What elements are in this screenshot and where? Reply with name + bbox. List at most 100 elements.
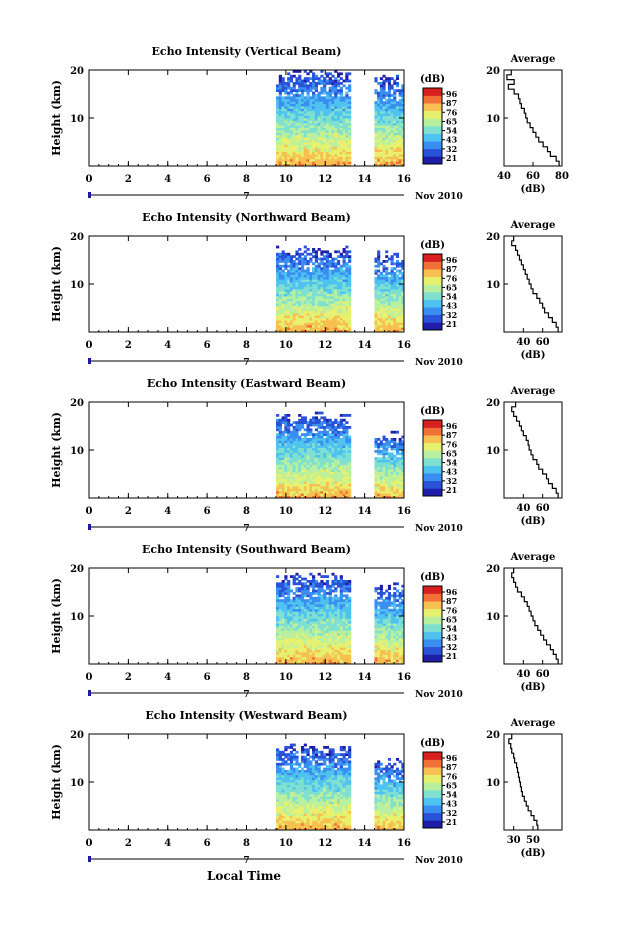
heatmap-cell — [303, 293, 307, 297]
heatmap-cell — [385, 113, 389, 116]
heatmap-cell — [289, 604, 294, 607]
heatmap-cell — [379, 77, 383, 80]
heatmap-cell — [276, 606, 280, 610]
heatmap-cell — [398, 132, 402, 136]
heatmap-cell — [348, 284, 352, 287]
heatmap-cell — [323, 320, 327, 323]
heatmap-cell — [284, 611, 288, 614]
heatmap-cell — [398, 308, 402, 311]
heatmap-cell — [348, 474, 352, 477]
heatmap-cell — [292, 86, 296, 90]
heatmap-cell — [278, 74, 282, 78]
heatmap-cell — [323, 288, 327, 292]
heatmap-cell — [289, 308, 294, 311]
heatmap-cell — [382, 303, 386, 306]
heatmap-cell — [278, 308, 282, 311]
heatmap-cell — [374, 103, 378, 107]
heatmap-cell — [377, 324, 381, 328]
x-tick-label: 8 — [243, 340, 250, 351]
heatmap-cell — [398, 442, 402, 446]
heatmap-cell — [345, 77, 349, 80]
heatmap-cell — [345, 103, 349, 107]
heatmap-cell — [325, 654, 330, 658]
heatmap-cell — [345, 476, 349, 480]
heatmap-cell — [339, 161, 343, 164]
heatmap-cell — [339, 327, 343, 330]
heatmap-cell — [284, 286, 288, 290]
heatmap-cell — [374, 293, 378, 297]
heatmap-cell — [379, 94, 383, 97]
heatmap-cell — [281, 601, 285, 605]
heatmap-cell — [325, 163, 330, 167]
heatmap-cell — [276, 98, 280, 102]
heatmap-cell — [314, 632, 318, 636]
heatmap-cell — [325, 255, 330, 258]
heatmap-cell — [345, 94, 349, 97]
heatmap-cell — [306, 613, 310, 617]
heatmap-cell — [317, 276, 321, 280]
heatmap-cell — [348, 156, 352, 160]
heatmap-cell — [289, 606, 294, 610]
heatmap-cell — [325, 486, 330, 489]
heatmap-cell — [328, 139, 332, 143]
heatmap-cell — [281, 469, 285, 472]
heatmap-cell — [284, 635, 288, 638]
heatmap-cell — [292, 606, 296, 610]
heatmap-cell — [298, 163, 302, 167]
heatmap-cell — [345, 245, 349, 249]
heatmap-cell — [306, 84, 310, 88]
heatmap-cell — [317, 433, 321, 436]
heatmap-cell — [314, 464, 318, 468]
heatmap-cell — [292, 599, 296, 602]
heatmap-cell — [278, 274, 282, 278]
heatmap-cell — [287, 110, 291, 114]
heatmap-cell — [398, 127, 402, 131]
heatmap-cell — [303, 144, 307, 148]
heatmap-cell — [312, 142, 316, 145]
heatmap-cell — [348, 296, 352, 299]
heatmap-cell — [334, 291, 338, 294]
heatmap-cell — [317, 293, 321, 297]
heatmap-cell — [339, 577, 343, 581]
heatmap-cell — [377, 158, 381, 162]
heatmap-cell — [342, 618, 346, 622]
heatmap-cell — [387, 327, 391, 330]
heatmap-cell — [289, 298, 294, 302]
heatmap-cell — [276, 604, 280, 607]
heatmap-cell — [314, 416, 318, 420]
heatmap-cell — [328, 466, 332, 470]
heatmap-cell — [336, 303, 341, 306]
heatmap-cell — [393, 315, 397, 318]
heatmap-cell — [331, 604, 335, 607]
heatmap-cell — [323, 454, 327, 458]
heatmap-cell — [317, 476, 321, 480]
heatmap-cell — [379, 493, 383, 496]
heatmap-cell — [323, 438, 327, 441]
x-tick-label: 14 — [358, 174, 372, 185]
heatmap-cell — [377, 108, 381, 112]
heatmap-cell — [309, 281, 313, 285]
heatmap-cell — [382, 139, 386, 143]
heatmap-cell — [374, 466, 378, 470]
heatmap-cell — [287, 469, 291, 472]
heatmap-cell — [281, 478, 285, 482]
heatmap-cell — [295, 279, 299, 282]
heatmap-cell — [309, 462, 313, 465]
heatmap-cell — [325, 442, 330, 446]
heatmap-cell — [314, 628, 318, 631]
profile-x-axis-label: (dB) — [521, 350, 546, 361]
heatmap-cell — [289, 151, 294, 155]
heatmap-cell — [320, 134, 324, 138]
x-tick-label: 6 — [204, 506, 211, 517]
heatmap-cell — [348, 601, 352, 605]
heatmap-cell — [328, 601, 332, 605]
heatmap-cell — [320, 587, 324, 590]
heatmap-cell — [345, 72, 349, 76]
heatmap-cell — [312, 478, 316, 482]
heatmap-cell — [276, 288, 280, 292]
heatmap-cell — [401, 272, 405, 275]
heatmap-cell — [320, 137, 324, 140]
heatmap-cell — [401, 490, 405, 494]
heatmap-cell — [303, 120, 307, 124]
heatmap-cell — [401, 161, 405, 164]
